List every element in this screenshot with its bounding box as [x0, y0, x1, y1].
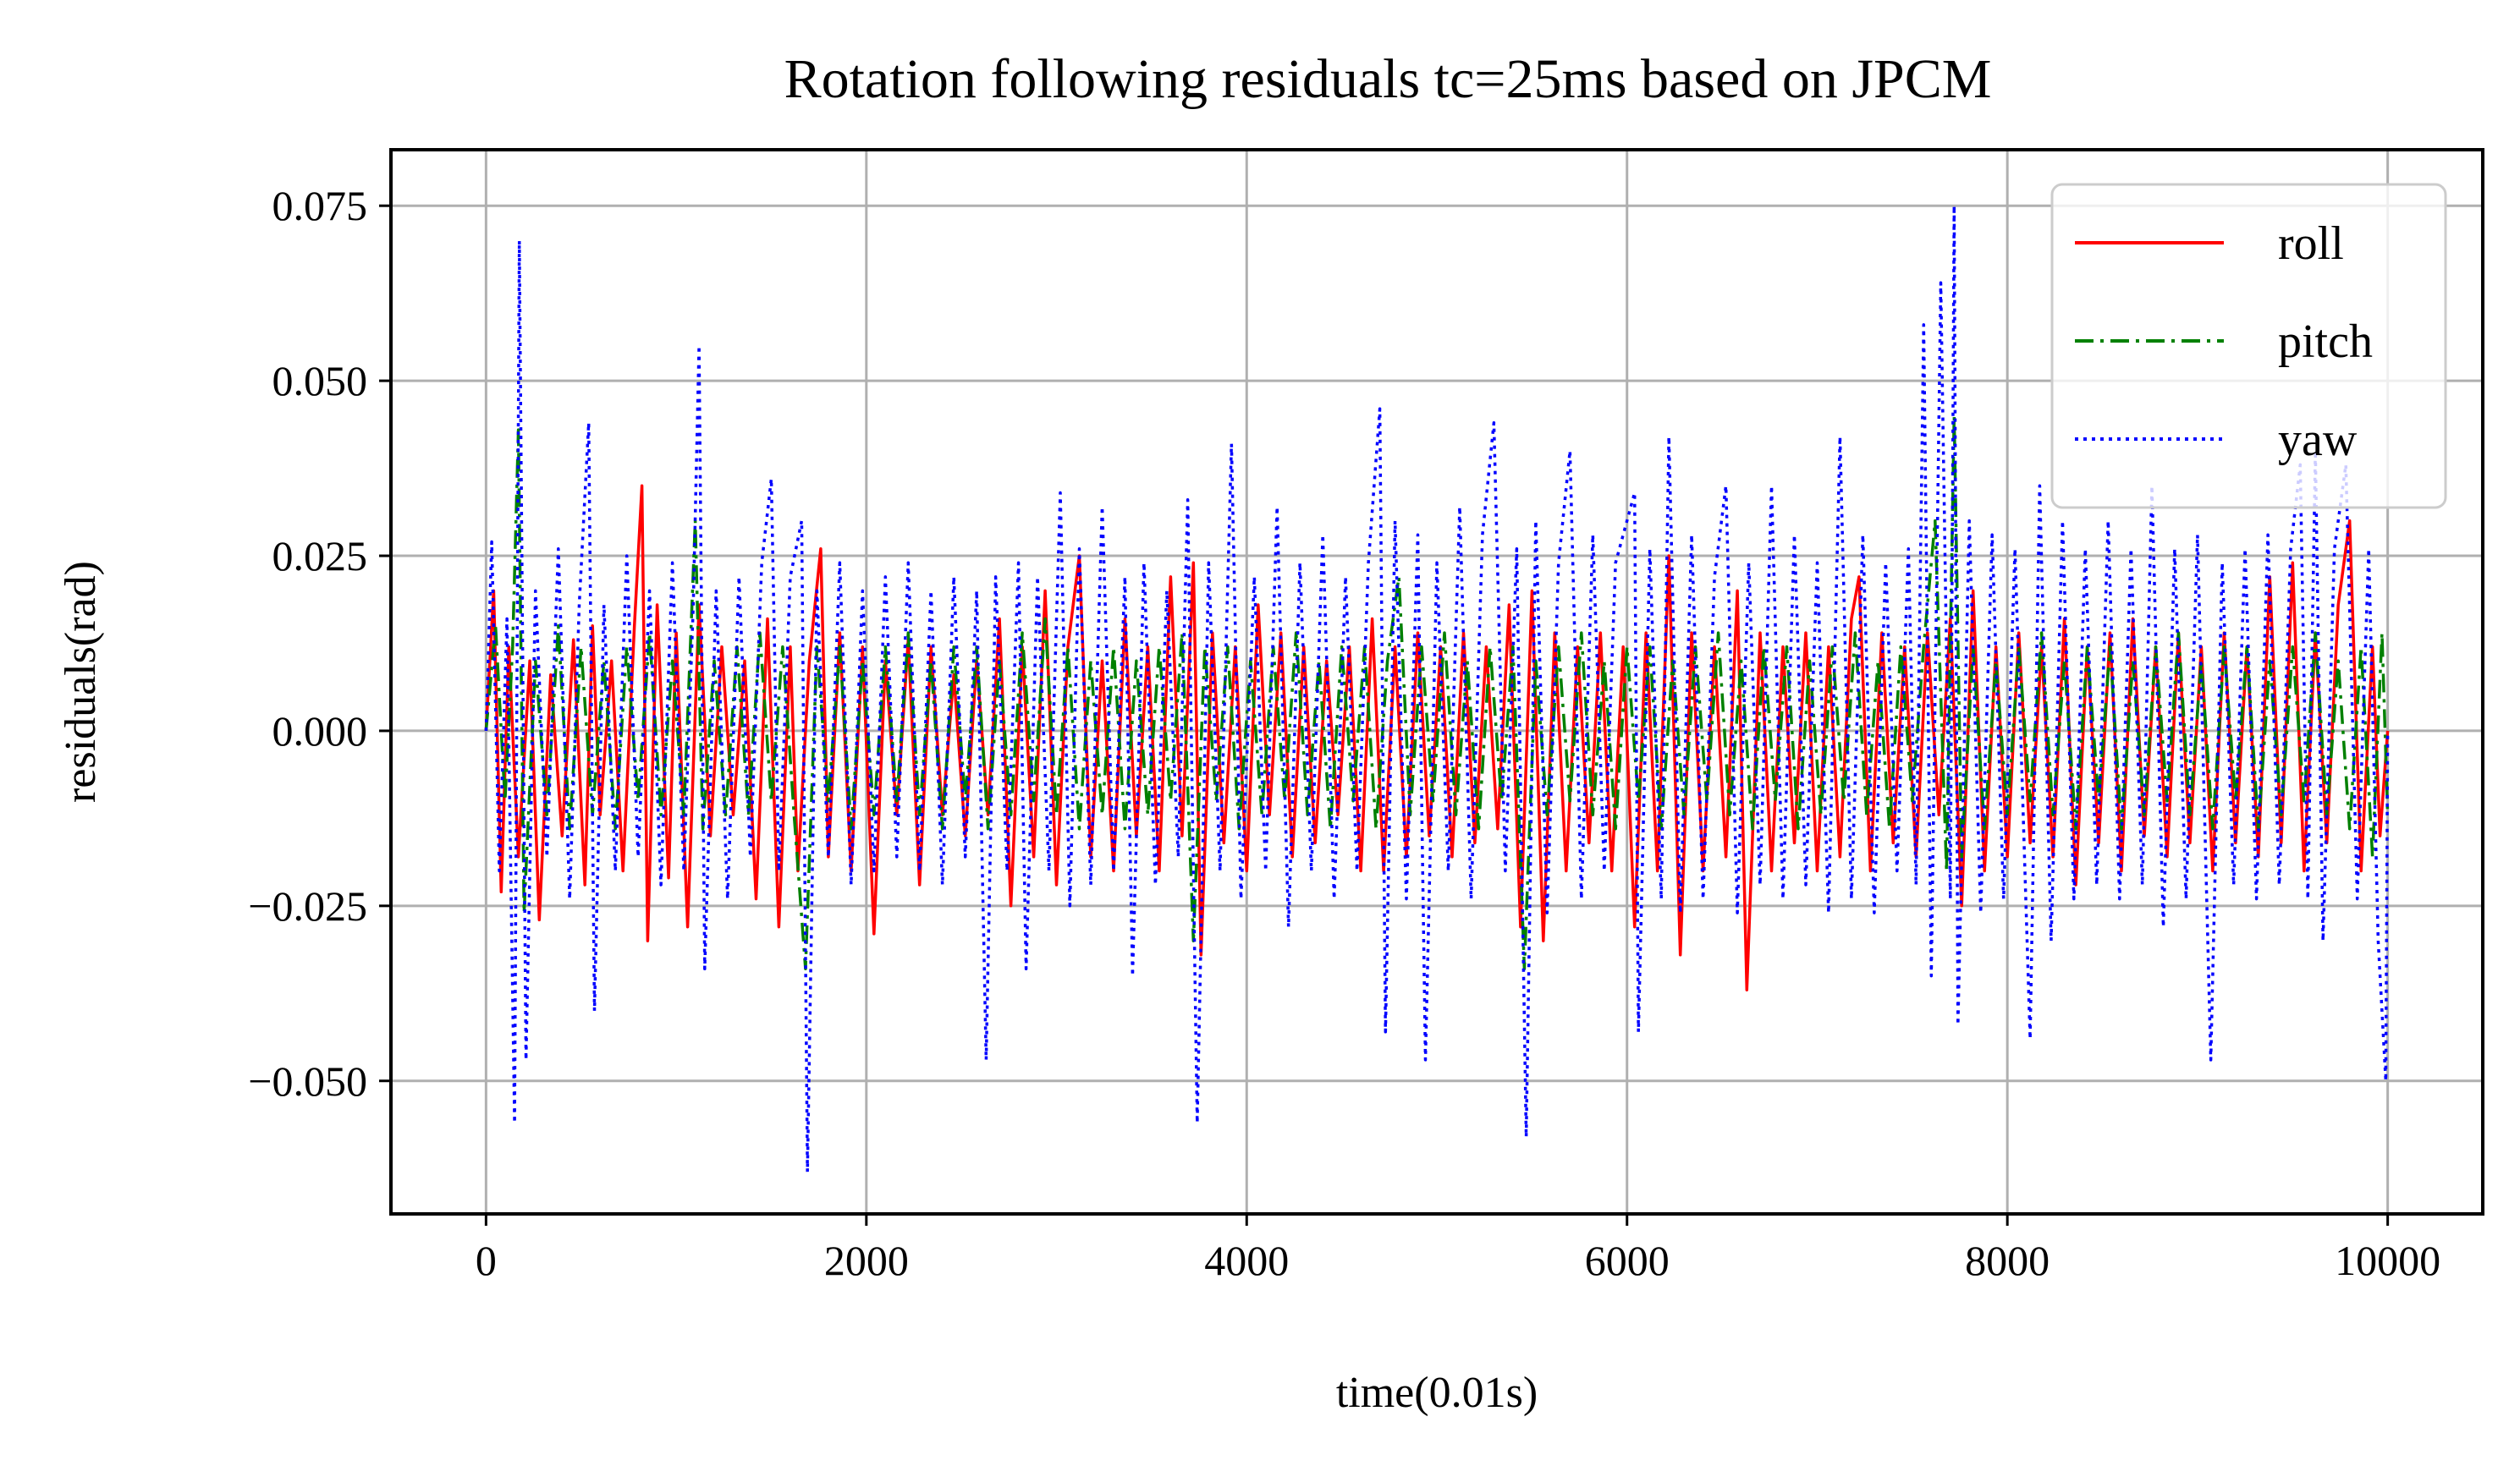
- legend-box: [2050, 183, 2447, 509]
- plot-frame: [389, 148, 2484, 1216]
- legend-roll-label: roll: [2278, 217, 2344, 270]
- y-tick-label: 0.025: [272, 532, 368, 579]
- x-tick-label: 2000: [824, 1237, 909, 1284]
- x-tick-label: 0: [476, 1237, 497, 1284]
- chart-title: Rotation following residuals tc=25ms bas…: [784, 48, 1992, 110]
- y-tick-label: 0.000: [272, 707, 368, 755]
- x-tick-label: 4000: [1204, 1237, 1289, 1284]
- series-yaw-line: [484, 204, 2390, 1174]
- y-tick-label: −0.050: [248, 1057, 367, 1105]
- y-axis-label: residuals(rad): [57, 561, 105, 803]
- series-roll-line: [484, 484, 2390, 991]
- series-layer: [484, 204, 2390, 1174]
- x-tick-label: 10000: [2335, 1237, 2440, 1284]
- series-pitch-line: [484, 414, 2390, 971]
- x-tick-label: 6000: [1585, 1237, 1670, 1284]
- ticks: 0 2000 4000 6000 8000 10000 −0.050 −0.025 0.000 0…: [248, 182, 2440, 1284]
- x-tick-label: 8000: [1965, 1237, 2050, 1284]
- y-tick-label: −0.025: [248, 882, 367, 930]
- legend-yaw-label: yaw: [2278, 414, 2358, 466]
- y-tick-label: 0.075: [272, 182, 368, 229]
- legend-pitch-label: pitch: [2278, 316, 2373, 368]
- x-axis-label: time(0.01s): [1336, 1369, 1538, 1417]
- legend: roll pitch yaw: [2050, 183, 2447, 509]
- y-tick-label: 0.050: [272, 357, 368, 404]
